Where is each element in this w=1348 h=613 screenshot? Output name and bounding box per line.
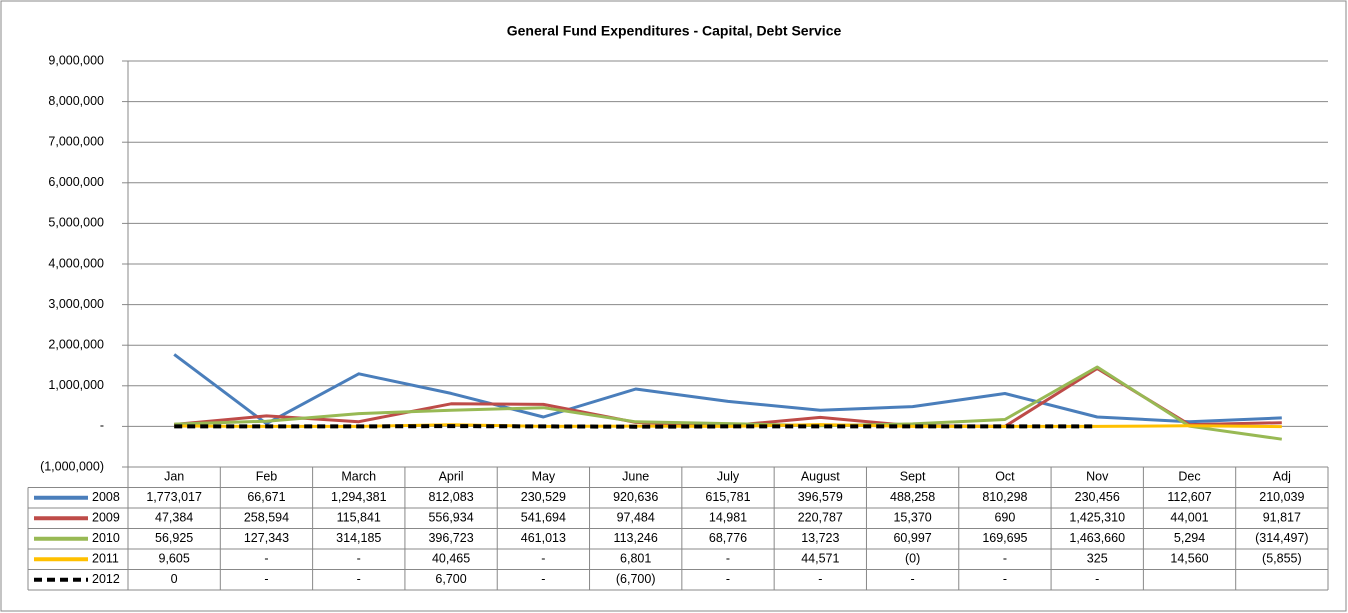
table-cell: 461,013 [521,531,566,545]
table-cell: (6,700) [616,572,656,586]
table-cell: - [1095,572,1099,586]
table-cell: 6,700 [435,572,466,586]
y-tick-label: 4,000,000 [48,256,104,270]
table-cell: 97,484 [617,511,655,525]
table-cell: - [264,552,268,566]
x-tick-label: July [717,470,740,484]
x-tick-label: Dec [1178,470,1200,484]
table-cell: - [911,572,915,586]
y-tick-label: 6,000,000 [48,175,104,189]
y-tick-label: 8,000,000 [48,94,104,108]
x-tick-label: Jan [164,470,184,484]
table-cell: 556,934 [428,511,473,525]
table-cell: 541,694 [521,511,566,525]
table-cell: 9,605 [159,552,190,566]
table-cell: 40,465 [432,552,470,566]
table-cell: 325 [1087,552,1108,566]
table-cell: - [357,572,361,586]
table-cell: 920,636 [613,490,658,504]
table-cell: - [1003,572,1007,586]
x-tick-label: Nov [1086,470,1109,484]
table-cell: 169,695 [982,531,1027,545]
table-cell: - [541,572,545,586]
series-line [174,365,1283,441]
table-cell: 56,925 [155,531,193,545]
table-cell: 115,841 [337,511,381,525]
table-cell: 66,671 [247,490,285,504]
table-cell: 91,817 [1263,511,1301,525]
legend-label: 2009 [92,511,120,525]
x-tick-label: Adj [1273,470,1291,484]
table-cell: (314,497) [1255,531,1309,545]
table-cell: 44,001 [1170,511,1208,525]
table-cell: - [264,572,268,586]
y-tick-label: 9,000,000 [48,53,104,67]
x-tick-label: August [801,470,840,484]
legend-label: 2008 [92,490,120,504]
table-cell: 220,787 [798,511,843,525]
table-cell: 113,246 [614,531,658,545]
chart-title: General Fund Expenditures - Capital, Deb… [507,23,842,39]
table-cell: 812,083 [428,490,473,504]
y-tick-label: 2,000,000 [48,337,104,351]
series-line [173,353,1282,426]
table-cell: 396,579 [798,490,843,504]
table-cell: 44,571 [801,552,839,566]
table-cell: 112,607 [1167,490,1211,504]
x-tick-label: April [439,470,464,484]
table-cell: 230,529 [521,490,566,504]
table-cell: (0) [905,552,920,566]
table-cell: 14,560 [1170,552,1208,566]
table-cell: 47,384 [155,511,193,525]
table-cell: 615,781 [705,490,750,504]
legend-label: 2011 [92,552,119,566]
legend-label: 2010 [92,531,120,545]
x-tick-label: March [341,470,376,484]
table-cell: - [818,572,822,586]
table-cell: - [726,572,730,586]
y-tick-label: - [100,419,104,433]
x-tick-label: Feb [256,470,278,484]
table-cell: 127,343 [244,531,289,545]
table-cell: 396,723 [428,531,473,545]
table-cell: 230,456 [1075,490,1120,504]
table-cell: 15,370 [893,511,931,525]
table-cell: 314,185 [336,531,381,545]
table-cell: 1,773,017 [146,490,202,504]
table-cell: 14,981 [709,511,747,525]
legend-label: 2012 [92,572,120,586]
y-tick-label: 1,000,000 [48,378,104,392]
table-cell: 488,258 [890,490,935,504]
x-tick-label: Sept [900,470,926,484]
table-cell: 810,298 [982,490,1027,504]
table-cell: 1,425,310 [1069,511,1125,525]
table-cell: 6,801 [620,552,651,566]
table-cell: - [541,552,545,566]
table-cell: 210,039 [1259,490,1304,504]
table-cell: 258,594 [244,511,289,525]
table-cell: 13,723 [801,531,839,545]
table-cell: 68,776 [709,531,747,545]
table-cell: 690 [994,511,1015,525]
x-tick-label: Oct [995,470,1015,484]
table-cell: - [357,552,361,566]
table-cell: - [1003,552,1007,566]
table-cell: 1,463,660 [1069,531,1125,545]
table-cell: - [726,552,730,566]
table-cell: 0 [171,572,178,586]
y-tick-label: 7,000,000 [48,134,104,148]
x-tick-label: May [532,470,556,484]
y-tick-label: (1,000,000) [40,459,104,473]
y-tick-label: 3,000,000 [48,297,104,311]
x-tick-label: June [622,470,649,484]
table-cell: (5,855) [1262,552,1302,566]
series-line [174,424,1098,429]
table-cell: 60,997 [893,531,931,545]
table-cell: 5,294 [1174,531,1205,545]
table-cell: 1,294,381 [331,490,387,504]
y-tick-label: 5,000,000 [48,216,104,230]
